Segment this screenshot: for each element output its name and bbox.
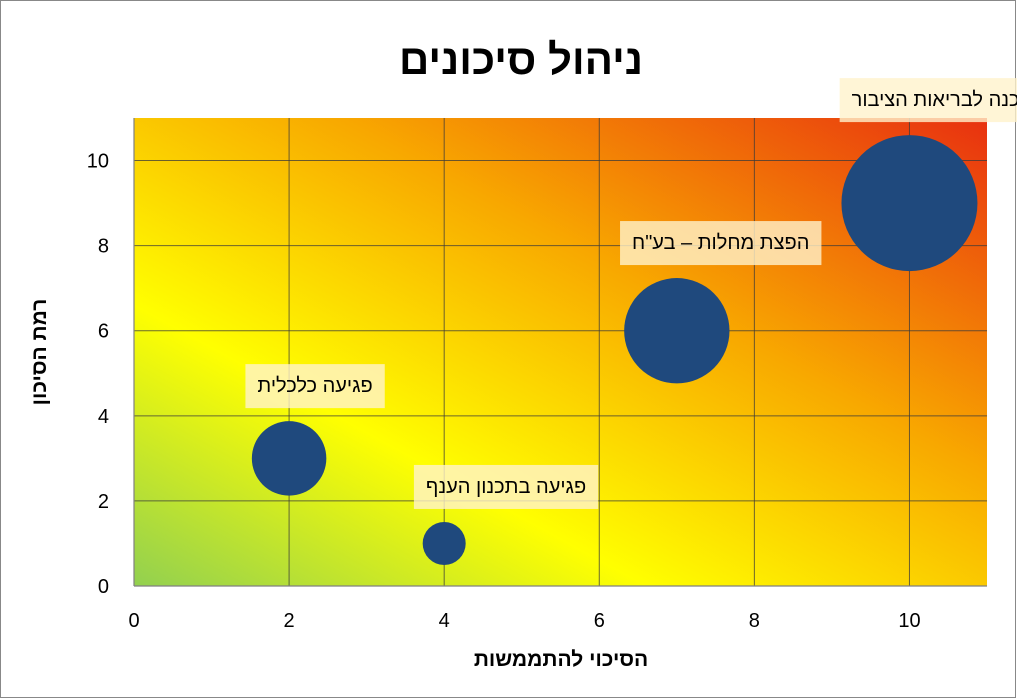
data-label-text: פגיעה בתכנון הענף <box>426 476 586 498</box>
bubble <box>841 135 978 272</box>
bubble-data-label: פגיעה כלכלית <box>245 364 385 409</box>
y-tick-label: 0 <box>98 576 109 598</box>
x-tick-label: 6 <box>594 610 605 632</box>
bubble <box>422 521 466 565</box>
data-label-text: פגיעה כלכלית <box>257 375 372 397</box>
data-label-background <box>839 78 1017 123</box>
chart-title: ניהול סיכונים <box>399 36 643 83</box>
bubble-data-label: פגיעה בתכנון הענף <box>413 464 599 509</box>
bubble-data-label: סכנה לבריאות הציבור <box>839 78 1017 123</box>
data-label-background <box>413 464 599 509</box>
bubble <box>251 421 327 496</box>
bubble-series <box>251 135 978 565</box>
data-label-background <box>245 364 385 409</box>
bubble-labels: פגיעה בתכנון הענף פגיעה כלכלית הפצת מחלות … <box>245 78 1017 509</box>
y-tick-label: 4 <box>98 406 109 428</box>
x-tick-label: 4 <box>439 610 450 632</box>
x-axis-title: הסיכוי להתממשות <box>474 648 648 671</box>
y-tick-label: 2 <box>98 491 109 513</box>
data-label-text: סכנה לבריאות הציבור <box>852 89 1017 111</box>
y-tick-label: 6 <box>98 321 109 343</box>
y-tick-label: 8 <box>98 236 109 258</box>
grid-lines <box>133 118 987 587</box>
bubble <box>624 278 730 384</box>
data-label-text: הפצת מחלות – בע"ח <box>632 232 809 254</box>
bubble-data-label: הפצת מחלות – בע"ח <box>620 221 822 266</box>
data-label-background <box>620 221 822 266</box>
x-tick-label: 10 <box>898 610 920 632</box>
x-tick-label: 0 <box>128 610 139 632</box>
axis-ticks: 0 2 4 6 8 10 0 2 4 6 8 10 <box>87 151 921 632</box>
y-tick-label: 10 <box>87 151 109 173</box>
y-axis-title: רמת הסיכון <box>28 299 51 406</box>
x-tick-label: 8 <box>749 610 760 632</box>
x-tick-label: 2 <box>284 610 295 632</box>
